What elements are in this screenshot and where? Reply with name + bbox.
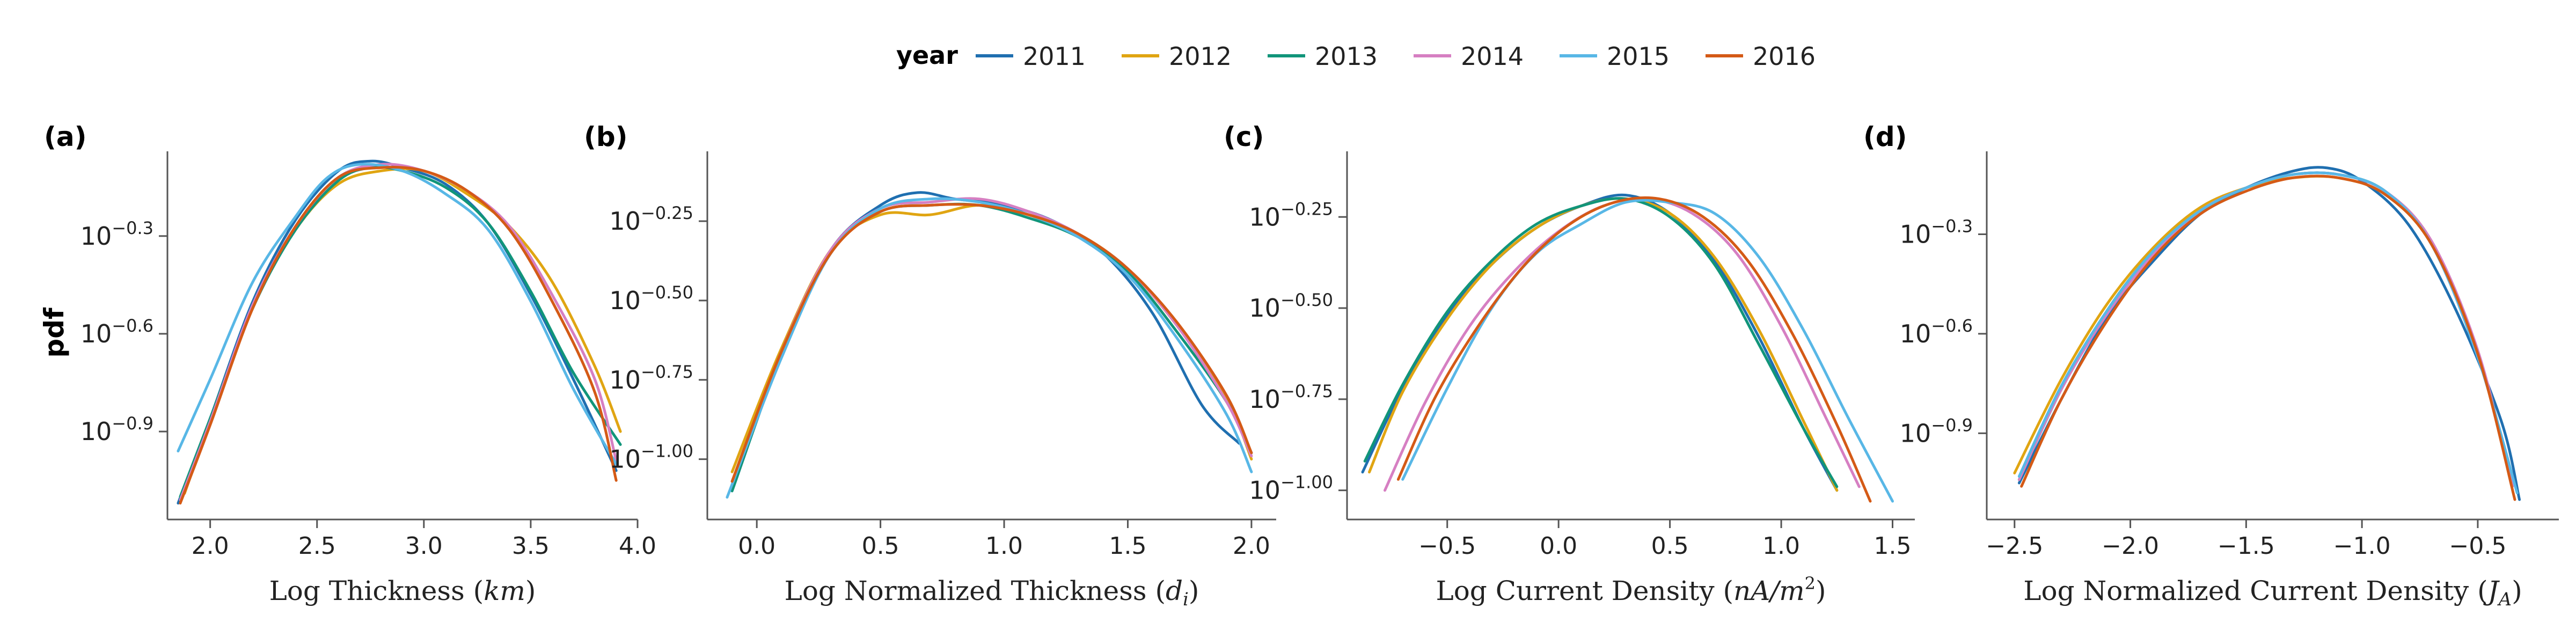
x-tick-label: 1.5 xyxy=(1874,532,1912,560)
series-line-2011 xyxy=(730,191,1241,493)
series-line-2014 xyxy=(730,197,1253,486)
x-tick-label: 2.0 xyxy=(192,532,229,560)
legend-entry-2016: 2016 xyxy=(1706,42,1816,71)
y-tick-label: 10−0.3 xyxy=(1900,216,1973,249)
x-tick-label: −2.5 xyxy=(1986,532,2043,560)
x-tick-label: −1.0 xyxy=(2333,532,2391,560)
series-line-2011 xyxy=(1361,193,1839,492)
series-line-2013 xyxy=(730,202,1253,493)
x-tick-label: 0.5 xyxy=(1651,532,1689,560)
series-line-2014 xyxy=(1384,197,1861,492)
series-line-2016 xyxy=(730,203,1253,483)
legend-label-2016: 2016 xyxy=(1753,42,1816,71)
panel-3: (c) −0.5 0.0 0.5 1.0 1.5 10−0.25 10−0.50 10−0.75… xyxy=(1224,121,1915,606)
x-tick-label: 0.0 xyxy=(738,532,775,560)
panel-2: (b) 0.0 0.5 1.0 1.5 2.0 10−0.25 10−0.50 10−0.75 1… xyxy=(584,121,1276,610)
series-line-2016 xyxy=(1396,196,1872,503)
y-tick-label: 10−0.9 xyxy=(80,413,153,446)
y-tick-label: 10−0.25 xyxy=(609,203,693,236)
x-tick-label: 0.0 xyxy=(1540,532,1577,560)
series-line-2015 xyxy=(726,197,1253,499)
panel-4: (d) −2.5 −2.0 −1.5 −1.0 −0.5 10−0.3 10−0.6 10−0.… xyxy=(1863,121,2559,610)
legend-label-2013: 2013 xyxy=(1315,42,1378,71)
legend-label-2014: 2014 xyxy=(1461,42,1524,71)
x-tick-label: −0.5 xyxy=(1418,532,1476,560)
x-axis-label: Log Current Density (nA/m2) xyxy=(1436,573,1826,606)
y-tick-label: 10−0.3 xyxy=(80,218,153,251)
x-tick-label: 1.5 xyxy=(1109,532,1146,560)
series-line-2011 xyxy=(2017,166,2521,501)
legend-title: year xyxy=(896,41,958,70)
x-axis-label: Log Normalized Current Density (JA) xyxy=(2023,575,2522,610)
x-tick-label: 1.0 xyxy=(1762,532,1800,560)
y-tick-label: 10−0.75 xyxy=(1249,381,1333,414)
legend-entry-2013: 2013 xyxy=(1268,42,1378,71)
series-line-2016 xyxy=(2020,174,2516,501)
legend-items: 2011 2012 2013 2014 2015 2016 xyxy=(976,42,1816,71)
series-line-2012 xyxy=(730,204,1253,473)
legend-label-2015: 2015 xyxy=(1607,42,1670,71)
series-line-2013 xyxy=(1363,197,1839,488)
legend-entry-2014: 2014 xyxy=(1414,42,1524,71)
legend-entry-2012: 2012 xyxy=(1122,42,1232,71)
series-line-2015 xyxy=(2017,171,2519,495)
y-tick-label: 10−0.9 xyxy=(1900,415,1973,448)
legend: year 2011 2012 2013 2014 2015 2016 xyxy=(896,41,1816,71)
panel-label: (a) xyxy=(44,121,86,152)
series-line-2015 xyxy=(1401,199,1894,503)
x-tick-label: 1.0 xyxy=(985,532,1023,560)
legend-label-2012: 2012 xyxy=(1169,42,1232,71)
legend-label-2011: 2011 xyxy=(1023,42,1086,71)
x-tick-label: −2.0 xyxy=(2102,532,2159,560)
series-line-2013 xyxy=(179,165,622,498)
series-line-2013 xyxy=(2017,171,2514,485)
legend-entry-2015: 2015 xyxy=(1560,42,1670,71)
x-tick-label: 3.5 xyxy=(512,532,550,560)
y-tick-label: 10−0.6 xyxy=(1900,316,1973,348)
panel-label: (c) xyxy=(1224,121,1264,152)
x-axis-label: Log Thickness (km) xyxy=(269,575,536,606)
x-tick-label: 2.5 xyxy=(298,532,336,560)
series-line-2012 xyxy=(2013,174,2514,485)
x-tick-label: 2.0 xyxy=(1233,532,1270,560)
x-tick-label: 4.0 xyxy=(619,532,656,560)
y-tick-label: 10−1.00 xyxy=(609,441,693,474)
x-tick-label: −0.5 xyxy=(2449,532,2507,560)
y-tick-label: 10−0.75 xyxy=(609,362,693,394)
legend-entry-2011: 2011 xyxy=(976,42,1086,71)
y-tick-label: 10−0.6 xyxy=(80,316,153,348)
y-tick-label: 10−0.50 xyxy=(609,282,693,315)
panels: (a) 2.0 2.5 3.0 3.5 4.0 10−0.3 10−0.6 10−0.9 Log … xyxy=(44,121,2559,610)
series-line-2016 xyxy=(179,165,618,505)
series-line-2012 xyxy=(183,167,622,495)
panel-label: (d) xyxy=(1863,121,1907,152)
x-tick-label: 0.5 xyxy=(862,532,899,560)
x-axis-label: Log Normalized Thickness (di) xyxy=(785,575,1199,610)
y-tick-label: 10−0.50 xyxy=(1249,290,1333,323)
panel-label: (b) xyxy=(584,121,628,152)
panel-1: (a) 2.0 2.5 3.0 3.5 4.0 10−0.3 10−0.6 10−0.9 Log … xyxy=(44,121,656,606)
series-line-2012 xyxy=(1368,197,1839,492)
y-axis-label: pdf xyxy=(39,307,70,358)
y-tick-label: 10−1.00 xyxy=(1249,472,1333,505)
y-tick-label: 10−0.25 xyxy=(1249,199,1333,231)
x-tick-label: 3.0 xyxy=(405,532,443,560)
x-tick-label: −1.5 xyxy=(2218,532,2275,560)
series-line-2015 xyxy=(177,163,618,466)
